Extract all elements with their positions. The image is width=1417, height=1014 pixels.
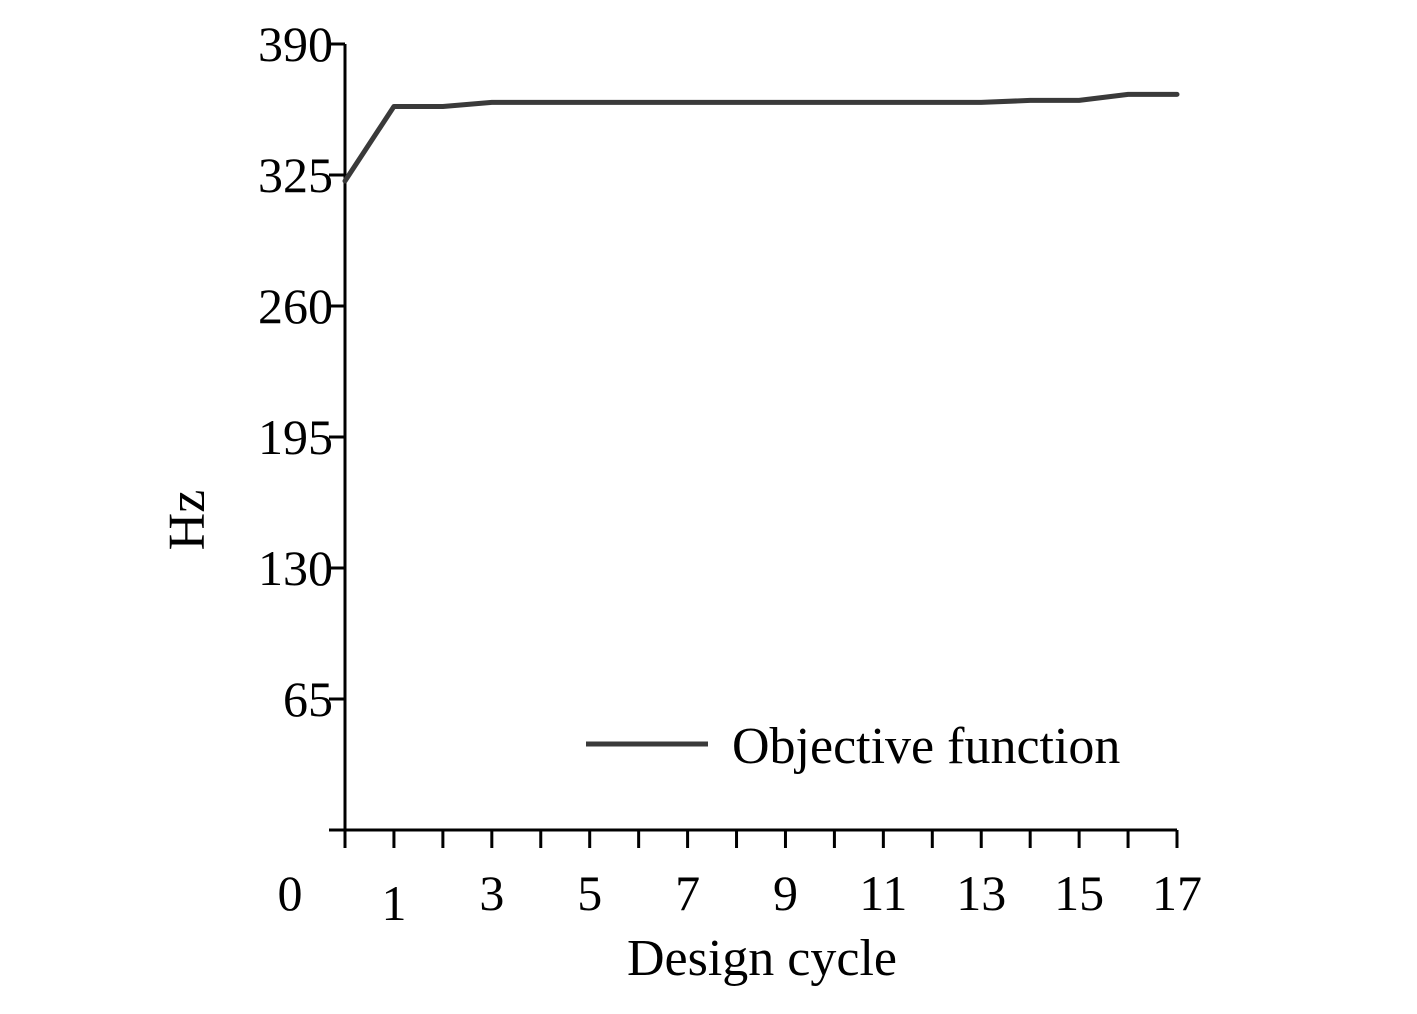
x-tick-label: 5 [577,865,602,921]
y-tick-label: 260 [258,278,333,334]
x-tick-label: 13 [956,865,1006,921]
y-tick-label: 65 [283,671,333,727]
x-tick-label: 3 [479,865,504,921]
x-tick-label: 17 [1152,865,1202,921]
axes [329,44,1177,832]
x-tick-label: 15 [1054,865,1104,921]
x-axis-title: Design cycle [627,930,897,987]
y-tick-label: 325 [258,147,333,203]
ticks [329,42,1179,848]
series-line [342,91,1180,184]
x-tick-label: 7 [675,865,700,921]
legend: Objective function [586,718,1120,775]
y-tick-label: 130 [258,540,333,596]
x-tick-label: 9 [773,865,798,921]
series [342,91,1180,184]
y-axis-title: Hz [159,490,216,551]
x-tick-label: 0 [278,865,303,921]
x-tick-label: 1 [381,875,406,931]
y-tick-label: 195 [258,409,333,465]
x-tick-label: 11 [859,865,907,921]
y-tick-label: 390 [258,16,333,72]
legend-label: Objective function [732,718,1120,775]
